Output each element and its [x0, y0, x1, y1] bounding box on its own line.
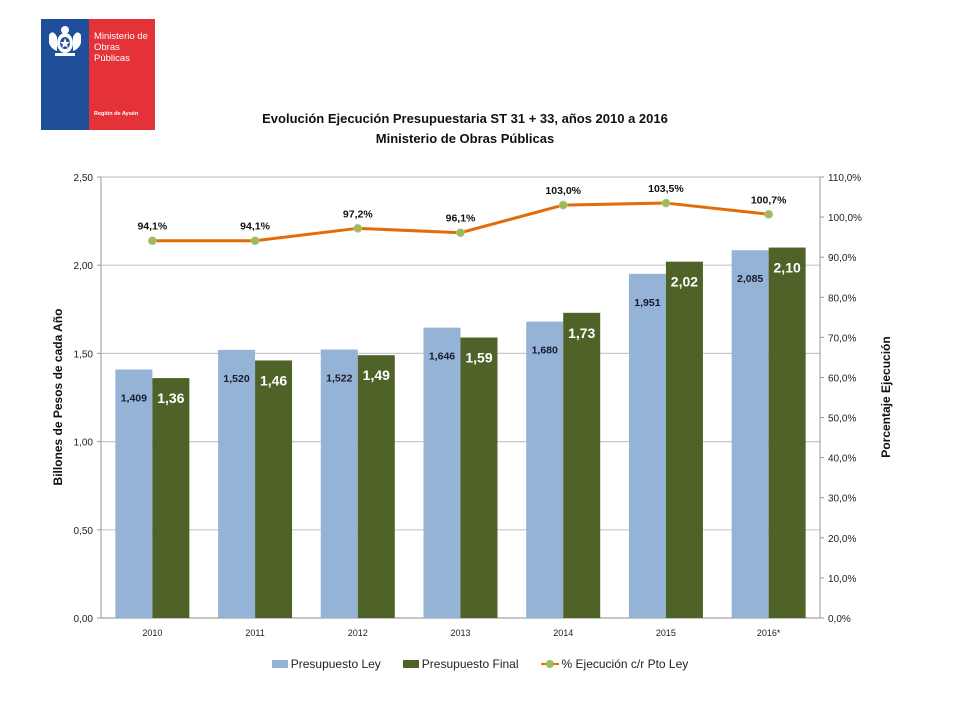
y2-tick-label: 80,0% [828, 293, 856, 304]
legend-item-ejecucion: % Ejecución c/r Pto Ley [540, 657, 689, 671]
y2-tick-label: 110,0% [828, 173, 861, 184]
bar-label-presupuesto-final: 1,59 [465, 350, 492, 366]
coat-of-arms-icon [49, 26, 81, 56]
bar-presupuesto-ley [218, 349, 256, 618]
bar-presupuesto-final [768, 247, 806, 618]
x-tick-label: 2013 [450, 628, 470, 638]
line-label-ejecucion: 97,2% [343, 208, 373, 220]
line-marker [456, 228, 465, 238]
line-label-ejecucion: 96,1% [446, 213, 476, 225]
legend-swatch-ejecucion-line-icon [540, 659, 559, 669]
y2-tick-label: 60,0% [828, 373, 856, 384]
bar-presupuesto-ley [320, 349, 358, 618]
line-label-ejecucion: 103,5% [648, 183, 684, 195]
legend-swatch-presupuesto-final [402, 660, 419, 668]
y-tick-label: 1,50 [74, 349, 94, 360]
legend-label-ejecucion: % Ejecución c/r Pto Ley [561, 657, 689, 671]
bar-label-presupuesto-final: 1,49 [363, 367, 390, 383]
logo-red-panel: Ministerio de Obras Públicas Región de A… [89, 19, 155, 130]
y2-tick-label: 0,0% [828, 614, 851, 625]
line-marker [764, 209, 774, 219]
y2-tick-label: 70,0% [828, 333, 856, 344]
x-tick-label: 2010 [142, 628, 162, 638]
y2-tick-label: 40,0% [828, 454, 856, 465]
logo-ministry-name: Ministerio de Obras Públicas [94, 31, 155, 64]
y2-tick-label: 90,0% [828, 253, 856, 264]
bar-presupuesto-final [563, 312, 601, 618]
bar-label-presupuesto-ley: 1,646 [429, 351, 455, 363]
bar-presupuesto-ley [423, 327, 461, 618]
logo-name-line1: Ministerio de [94, 31, 148, 42]
legend-item-presupuesto-ley: Presupuesto Ley [271, 657, 381, 671]
y-axis-title: Billones de Pesos de cada Año [51, 309, 65, 486]
bar-label-presupuesto-ley: 2,085 [737, 273, 763, 285]
chart-subtitle: Ministerio de Obras Públicas [375, 131, 555, 146]
bar-label-presupuesto-ley: 1,409 [121, 392, 147, 404]
line-label-ejecucion: 103,0% [545, 185, 581, 197]
legend-swatch-presupuesto-ley [271, 660, 288, 668]
line-marker [558, 200, 568, 210]
bar-label-presupuesto-ley: 1,951 [634, 297, 660, 309]
y2-tick-label: 20,0% [828, 534, 856, 545]
logo-region: Región de Aysén [94, 111, 139, 117]
bar-presupuesto-ley [628, 273, 666, 618]
y-tick-label: 1,00 [74, 438, 94, 449]
y2-tick-label: 30,0% [828, 494, 856, 505]
line-marker [661, 198, 671, 208]
bar-presupuesto-final [665, 261, 703, 618]
line-label-ejecucion: 94,1% [240, 221, 270, 233]
line-marker [147, 236, 157, 246]
y-tick-label: 2,00 [74, 261, 94, 272]
logo-name-line2: Obras Públicas [94, 42, 130, 64]
logo-blue-panel [41, 19, 89, 130]
line-marker [353, 223, 363, 233]
bar-label-presupuesto-final: 2,10 [774, 260, 801, 276]
bar-label-presupuesto-ley: 1,522 [326, 373, 352, 385]
y2-tick-label: 50,0% [828, 414, 856, 425]
bar-label-presupuesto-ley: 1,520 [223, 373, 249, 385]
ministry-logo: Ministerio de Obras Públicas Región de A… [41, 19, 155, 130]
bar-label-presupuesto-final: 1,36 [157, 390, 184, 406]
data-labels: 1,409 1,36 1,520 1,46 1,522 1,49 1,646 1,59 1,68… [121, 183, 801, 406]
bar-presupuesto-final [460, 337, 498, 618]
line-label-ejecucion: 94,1% [137, 221, 167, 233]
bar-presupuesto-final [357, 355, 395, 618]
legend-label-presupuesto-ley: Presupuesto Ley [290, 657, 381, 671]
x-tick-label: 2016* [757, 628, 781, 638]
execution-line [147, 198, 774, 246]
legend: Presupuesto Ley Presupuesto Final % Ejec… [0, 657, 960, 671]
y2-axis-title: Porcentaje Ejecución [879, 336, 893, 457]
x-tick-label: 2015 [656, 628, 676, 638]
bar-presupuesto-ley [731, 250, 769, 618]
line-label-ejecucion: 100,7% [751, 194, 787, 206]
x-tick-label: 2011 [245, 628, 264, 638]
y2-tick-label: 100,0% [828, 213, 862, 224]
chart-title: Evolución Ejecución Presupuestaria ST 31… [262, 111, 668, 126]
y2-tick-label: 10,0% [828, 574, 856, 585]
legend-item-presupuesto-final: Presupuesto Final [402, 657, 519, 671]
bar-presupuesto-ley [115, 369, 153, 618]
legend-label-presupuesto-final: Presupuesto Final [421, 657, 519, 671]
y-tick-label: 0,00 [74, 614, 94, 625]
bar-presupuesto-final [152, 378, 190, 618]
bar-presupuesto-ley [526, 321, 564, 618]
x-tick-label: 2012 [348, 628, 368, 638]
bar-label-presupuesto-final: 1,46 [260, 372, 287, 388]
bars [115, 247, 806, 618]
line-marker [250, 236, 260, 246]
y-tick-label: 0,50 [74, 526, 94, 537]
bar-label-presupuesto-ley: 1,680 [532, 345, 558, 357]
bar-label-presupuesto-final: 2,02 [671, 274, 698, 290]
x-tick-label: 2014 [553, 628, 573, 638]
y-tick-label: 2,50 [74, 173, 94, 184]
bar-label-presupuesto-final: 1,73 [568, 325, 595, 341]
bar-presupuesto-final [255, 360, 293, 618]
